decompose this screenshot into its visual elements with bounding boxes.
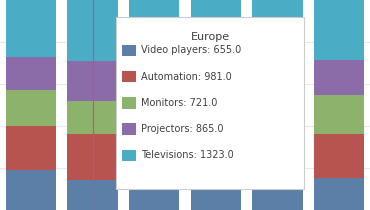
Text: Automation: 981.0: Automation: 981.0	[141, 72, 231, 82]
FancyBboxPatch shape	[122, 123, 136, 135]
Bar	[6, 126, 56, 170]
Bar	[191, 98, 241, 135]
Bar	[67, 101, 118, 134]
Bar	[252, 0, 303, 60]
Bar	[191, 0, 241, 58]
FancyBboxPatch shape	[122, 150, 136, 161]
Bar	[129, 174, 179, 210]
Text: Video players: 655.0: Video players: 655.0	[141, 45, 241, 55]
Bar	[191, 177, 241, 210]
Bar	[314, 60, 364, 96]
Bar	[129, 55, 179, 87]
Bar	[252, 133, 303, 174]
Bar	[314, 178, 364, 210]
Bar	[191, 58, 241, 98]
Bar	[6, 90, 56, 126]
Bar	[252, 60, 303, 95]
Bar	[129, 0, 179, 55]
Bar	[314, 134, 364, 178]
Text: Europe: Europe	[191, 32, 229, 42]
Bar	[129, 132, 179, 174]
Bar	[6, 170, 56, 210]
Bar	[129, 87, 179, 132]
Bar	[67, 0, 118, 61]
Bar	[314, 0, 364, 60]
Text: Projectors: 865.0: Projectors: 865.0	[141, 124, 223, 134]
Bar	[252, 174, 303, 210]
Bar	[67, 134, 118, 180]
Bar	[314, 96, 364, 134]
Bar	[191, 135, 241, 177]
Bar	[6, 0, 56, 57]
Bar	[67, 180, 118, 210]
Text: Monitors: 721.0: Monitors: 721.0	[141, 98, 217, 108]
Bar	[252, 95, 303, 133]
FancyBboxPatch shape	[122, 71, 136, 82]
Text: Televisions: 1323.0: Televisions: 1323.0	[141, 150, 233, 160]
FancyBboxPatch shape	[116, 17, 304, 189]
Bar	[67, 61, 118, 101]
FancyBboxPatch shape	[122, 45, 136, 56]
FancyBboxPatch shape	[122, 97, 136, 109]
Bar	[6, 57, 56, 90]
